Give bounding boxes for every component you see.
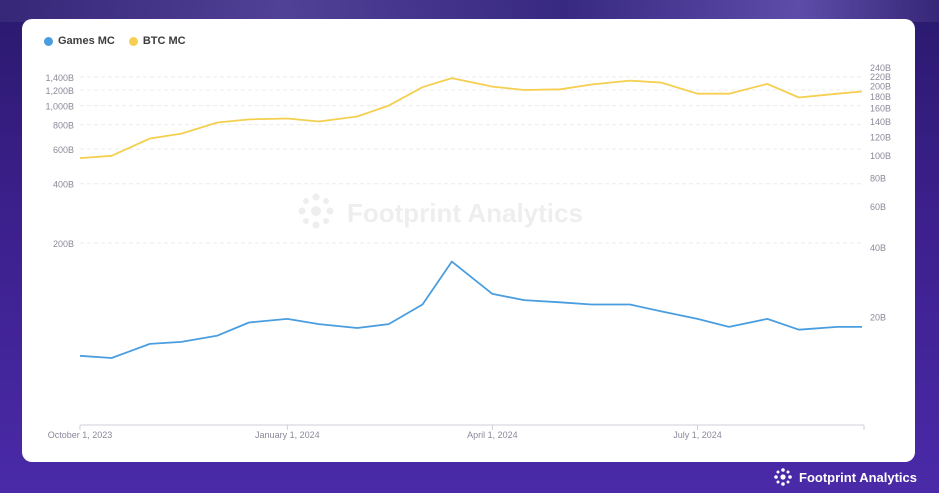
right-axis-tick-label: 240B — [870, 63, 891, 73]
left-axis-tick-label: 200B — [53, 239, 74, 249]
watermark: Footprint Analytics — [298, 193, 583, 229]
background-banner — [0, 0, 939, 22]
right-axis-tick-label: 140B — [870, 117, 891, 127]
right-axis-tick-label: 40B — [870, 243, 886, 253]
footprint-logo-icon — [774, 468, 792, 486]
chart-card: Games MC BTC MC Footprint Analytics 1,40 — [22, 19, 915, 462]
right-axis-tick-label: 200B — [870, 81, 891, 91]
brand-name: Footprint Analytics — [799, 469, 917, 485]
right-axis-tick-label: 180B — [870, 92, 891, 102]
left-axis-tick-label: 400B — [53, 180, 74, 190]
legend-label: BTC MC — [142, 35, 186, 47]
right-axis-tick-label: 60B — [870, 202, 886, 212]
left-axis-tick-label: 1,000B — [45, 102, 74, 112]
series-line-games-mc[interactable] — [79, 260, 862, 359]
left-axis-tick-label: 800B — [53, 121, 74, 131]
chart-plot: Footprint Analytics 1,400B 1,200B 1,000B 80… — [45, 63, 891, 440]
right-axis-tick-label: 100B — [870, 151, 891, 161]
left-axis: 1,400B 1,200B 1,000B 800B 600B 400B 200B — [45, 73, 74, 249]
grid-lines — [80, 76, 862, 244]
brand-footer: Footprint Analytics — [773, 467, 917, 487]
legend-marker-icon — [128, 36, 138, 46]
watermark-text: Footprint Analytics — [347, 198, 583, 228]
left-axis-tick-label: 1,200B — [45, 86, 74, 96]
x-axis-tick-label: April 1, 2024 — [467, 430, 518, 440]
x-axis: October 1, 2023 January 1, 2024 April 1, 2… — [48, 424, 865, 440]
series-line-btc-mc[interactable] — [79, 77, 863, 159]
right-axis-tick-label: 120B — [870, 133, 891, 143]
legend-label: Games MC — [58, 35, 115, 47]
legend-marker-icon — [44, 36, 53, 46]
left-axis-tick-label: 600B — [53, 145, 74, 155]
x-axis-tick-label: October 1, 2023 — [48, 430, 113, 440]
right-axis-tick-label: 80B — [870, 173, 886, 183]
series-lines — [79, 77, 863, 359]
right-axis-tick-label: 20B — [870, 312, 886, 322]
chart-legend: Games MC BTC MC — [44, 35, 186, 47]
legend-item-btc-mc[interactable]: BTC MC — [128, 35, 186, 47]
x-axis-tick-label: July 1, 2024 — [673, 430, 722, 440]
left-axis-tick-label: 1,400B — [45, 73, 74, 83]
right-axis-tick-label: 220B — [870, 72, 891, 82]
right-axis-tick-label: 160B — [870, 104, 891, 114]
footprint-logo-icon — [298, 193, 334, 229]
x-axis-tick-label: January 1, 2024 — [255, 430, 320, 440]
legend-item-games-mc[interactable]: Games MC — [44, 35, 115, 47]
